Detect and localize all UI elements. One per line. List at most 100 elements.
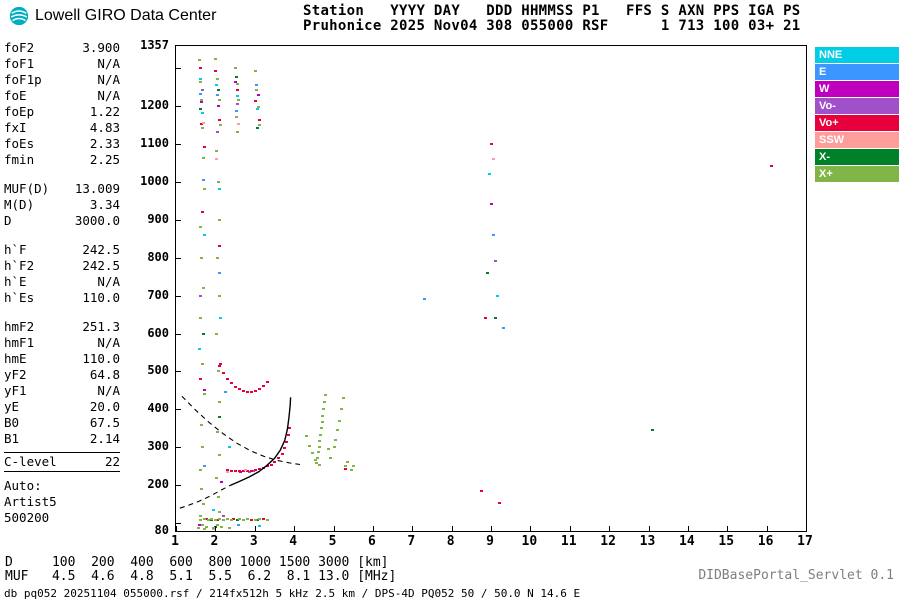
x-tick xyxy=(569,526,571,531)
echo-point-x-plus xyxy=(200,256,204,259)
echo-point-vo-minus xyxy=(247,470,251,473)
echo-point-vo-plus xyxy=(198,66,202,69)
echo-point-x-plus xyxy=(316,451,320,454)
echo-point-vo-plus xyxy=(286,434,290,437)
echo-point-vo-plus xyxy=(249,469,253,472)
echo-point-vo-plus xyxy=(238,388,241,391)
echo-point-vo-plus xyxy=(235,89,239,92)
echo-point-vo-plus xyxy=(230,469,234,472)
echo-point-x-plus xyxy=(340,408,344,411)
echo-point-x-plus xyxy=(304,435,308,438)
giro-logo: Lowell GIRO Data Center xyxy=(8,5,216,27)
echo-point-x-plus xyxy=(321,414,325,417)
echo-point-x-plus xyxy=(216,495,220,498)
echo-point-x-plus xyxy=(253,70,257,73)
echo-point-ssw xyxy=(226,470,230,473)
echo-point-x-plus xyxy=(222,518,226,521)
param-label: yE xyxy=(4,399,20,414)
echo-point-nne xyxy=(488,172,492,175)
echo-point-x-minus xyxy=(235,75,239,78)
echo-point-x-plus xyxy=(234,66,238,69)
echo-point-w xyxy=(234,81,238,84)
echo-point-x-plus xyxy=(217,294,221,297)
param-row: M(D) 3.34 xyxy=(4,197,120,213)
x-tick xyxy=(727,526,729,531)
param-row: h`F 242.5 xyxy=(4,242,120,258)
echo-point-x-plus xyxy=(220,526,224,529)
param-label: hmF2 xyxy=(4,319,35,334)
echo-point-x-plus xyxy=(204,526,208,529)
param-row: hmF2 251.3 xyxy=(4,319,120,335)
param-value: 4.83 xyxy=(89,120,120,135)
legend-item-nne: NNE xyxy=(815,47,899,63)
echo-point-vo-plus xyxy=(238,470,241,473)
echo-point-x-plus xyxy=(198,469,202,472)
echo-point-nne xyxy=(202,233,206,236)
echo-point-x-plus xyxy=(201,446,205,449)
y-tick xyxy=(176,181,181,183)
x-tick xyxy=(648,526,650,531)
param-label: foE xyxy=(4,88,27,103)
echo-point-x-plus xyxy=(215,523,219,526)
echo-point-vo-plus xyxy=(202,146,206,149)
echo-point-nne xyxy=(495,294,499,297)
param-value: 3.900 xyxy=(82,40,120,55)
echo-point-vo-plus xyxy=(216,518,220,521)
echo-point-x-plus xyxy=(199,98,203,101)
echo-point-x-plus xyxy=(198,518,202,521)
echo-point-vo-plus xyxy=(218,119,222,122)
echo-point-x-plus xyxy=(256,106,260,109)
echo-point-x-plus xyxy=(317,463,321,466)
y-tick-label: 700 xyxy=(147,287,169,302)
echo-point-x-plus xyxy=(326,448,330,451)
param-row: foF1 N/A xyxy=(4,56,120,72)
param-value: 13.009 xyxy=(74,181,120,196)
param-row: h`E N/A xyxy=(4,274,120,290)
y-tick-label: 400 xyxy=(147,401,169,416)
echo-point-x-plus xyxy=(346,460,350,463)
echo-point-x-plus xyxy=(202,527,206,530)
echo-point-w xyxy=(202,389,206,392)
param-row: h`F2 242.5 xyxy=(4,258,120,274)
x-tick-label: 16 xyxy=(757,534,774,549)
echo-point-x-plus xyxy=(344,465,348,468)
param-label: foF1 xyxy=(4,56,35,71)
echo-point-x-plus xyxy=(258,123,262,126)
echo-point-x-plus xyxy=(319,427,323,430)
echo-point-x-plus xyxy=(215,476,219,479)
param-label: B1 xyxy=(4,431,20,446)
echo-point-x-plus xyxy=(336,429,340,432)
x-tick xyxy=(687,526,689,531)
echo-point-vo-plus xyxy=(484,317,488,320)
param-value: 3000.0 xyxy=(74,213,120,228)
echo-point-vo-plus xyxy=(769,165,773,168)
y-tick-label: 500 xyxy=(147,363,169,378)
echo-point-w xyxy=(200,100,204,103)
y-tick xyxy=(176,485,181,487)
x-tick-label: 6 xyxy=(367,534,376,549)
echo-point-x-minus xyxy=(217,88,221,91)
param-value: 20.0 xyxy=(89,399,120,414)
x-tick xyxy=(294,526,296,531)
echo-point-vo-plus xyxy=(230,382,234,385)
echo-point-ssw xyxy=(215,157,219,160)
x-tick xyxy=(412,526,414,531)
param-row: foE N/A xyxy=(4,88,120,104)
echo-point-nne xyxy=(200,112,204,115)
y-tick xyxy=(176,333,181,335)
param-row: foF2 3.900 xyxy=(4,40,120,56)
param-value: 251.3 xyxy=(82,319,120,334)
echo-point-x-plus xyxy=(328,457,332,460)
echo-point-x-plus xyxy=(206,518,210,521)
echo-point-x-plus xyxy=(200,127,204,130)
echo-point-x-plus xyxy=(342,397,346,400)
param-row: fmin 2.25 xyxy=(4,152,120,168)
param-label: yF2 xyxy=(4,367,27,382)
param-value: N/A xyxy=(97,56,120,71)
param-value: 64.8 xyxy=(89,367,120,382)
param-group: Auto: Artist5 500200 xyxy=(4,478,120,526)
echo-point-x-plus xyxy=(216,180,220,183)
echo-point-nne xyxy=(199,78,203,81)
echo-point-x-plus xyxy=(338,419,342,422)
echo-point-e xyxy=(216,93,220,96)
